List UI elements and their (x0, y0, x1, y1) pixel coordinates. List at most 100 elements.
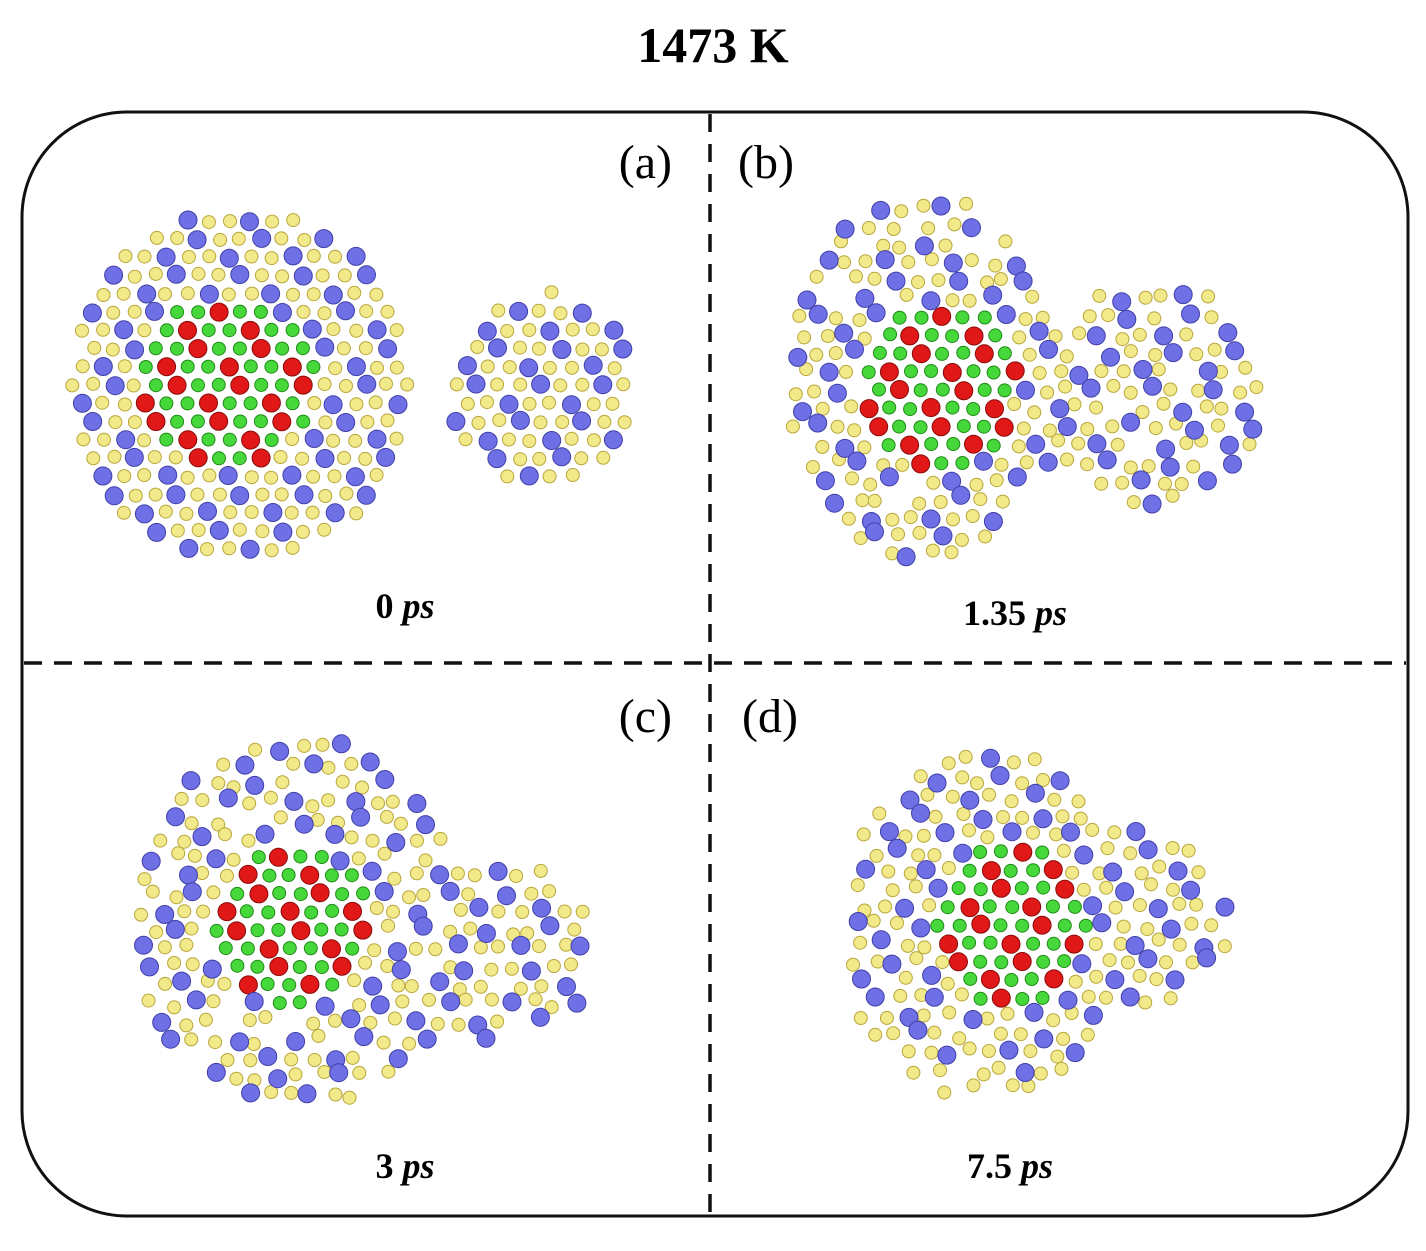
atom (966, 1078, 981, 1093)
atom (901, 1044, 916, 1059)
atom (219, 357, 239, 377)
atom (871, 200, 891, 220)
atom (911, 848, 926, 863)
atom (158, 465, 178, 485)
atom (370, 995, 390, 1015)
atom (240, 941, 255, 956)
atom (408, 941, 423, 956)
atom (912, 496, 927, 511)
atom (1057, 918, 1072, 933)
atom (292, 995, 307, 1010)
atom (270, 741, 290, 761)
atom (328, 1013, 342, 1028)
atom (839, 364, 853, 379)
atom (184, 1032, 199, 1047)
atom (861, 365, 876, 380)
atom (1005, 900, 1020, 915)
atom (872, 345, 887, 360)
atom (1099, 880, 1114, 895)
atom (1140, 922, 1155, 937)
atom (328, 1087, 343, 1102)
time-value: 1.35 (963, 593, 1026, 633)
atom (1144, 877, 1158, 892)
atom (458, 992, 473, 1007)
atom (857, 331, 872, 346)
atom (114, 320, 134, 340)
atom (200, 542, 214, 557)
atom (233, 414, 248, 429)
atom (927, 773, 947, 793)
atom (400, 377, 415, 392)
atom (190, 414, 205, 429)
atom (198, 1012, 213, 1027)
atom (104, 265, 124, 285)
atom (116, 505, 131, 520)
atom (913, 769, 928, 784)
atom (346, 357, 366, 377)
atom (1163, 991, 1178, 1006)
atom (882, 400, 897, 415)
atom (1056, 1031, 1071, 1046)
atom (1015, 1063, 1035, 1082)
atom (161, 1029, 181, 1049)
atom (497, 886, 516, 906)
atom (1015, 992, 1030, 1006)
atom (1097, 450, 1117, 470)
atom (165, 919, 185, 939)
atom (500, 469, 515, 484)
atom (469, 897, 489, 917)
atom (213, 232, 228, 247)
atom (369, 287, 384, 302)
atom (604, 320, 624, 340)
atom (962, 293, 977, 308)
time-unit: ps (399, 1146, 434, 1186)
atom (542, 395, 556, 410)
atom (380, 413, 395, 428)
atom (924, 252, 939, 267)
atom (575, 377, 590, 392)
atom (557, 977, 576, 997)
atom (921, 291, 941, 311)
atom (83, 412, 103, 431)
atom (1148, 348, 1163, 362)
atom (916, 860, 936, 880)
atom (157, 940, 172, 955)
atom (993, 844, 1008, 859)
atom (1059, 349, 1074, 364)
atom (982, 899, 997, 914)
atom (354, 1027, 374, 1047)
atom (966, 364, 981, 379)
atom (1050, 399, 1070, 419)
atom (868, 1027, 883, 1042)
atom (521, 961, 541, 981)
atom (852, 313, 867, 328)
atom (613, 339, 633, 359)
atom (199, 393, 218, 413)
atom (318, 415, 333, 430)
atom (971, 914, 991, 934)
atom (263, 503, 283, 522)
atom (1161, 919, 1181, 939)
atom (501, 432, 516, 447)
atom (321, 760, 336, 775)
atom (1160, 457, 1180, 477)
atom (1198, 361, 1218, 381)
atom (1148, 899, 1168, 919)
atom (212, 451, 226, 466)
atom (1026, 863, 1041, 878)
atom (363, 1015, 378, 1030)
atom (293, 375, 313, 395)
atom (1005, 361, 1025, 381)
atom (993, 272, 1008, 286)
atom (296, 304, 311, 319)
atom (491, 303, 506, 318)
atom (1023, 1044, 1038, 1059)
atom (879, 822, 899, 842)
atom (1154, 326, 1174, 346)
atom (994, 457, 1009, 472)
atom (1080, 457, 1095, 472)
atom (583, 355, 603, 375)
atom (564, 957, 578, 972)
atom (105, 342, 120, 357)
time-unit: ps (1032, 593, 1067, 633)
